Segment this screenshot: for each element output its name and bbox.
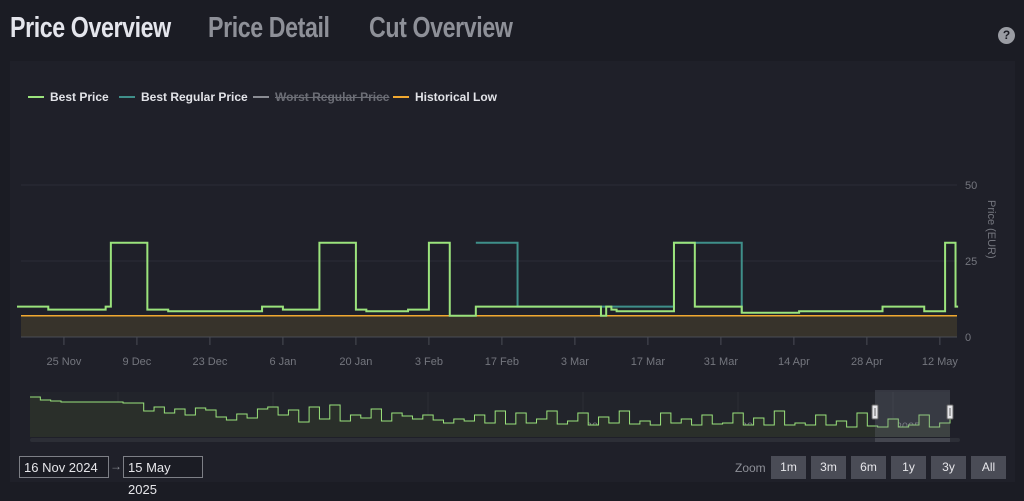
x-tick-label: 17 Feb	[485, 356, 519, 368]
range-start-input[interactable]: 16 Nov 2024	[19, 456, 109, 478]
x-tick-label: 28 Apr	[851, 356, 883, 368]
x-tick-label: 17 Mar	[631, 356, 666, 368]
zoom-label: Zoom	[735, 461, 766, 475]
navigator-scrollbar[interactable]	[30, 438, 960, 442]
zoom-1y-button[interactable]: 1y	[891, 456, 926, 479]
legend-swatch	[393, 96, 409, 98]
legend-swatch	[253, 96, 269, 98]
x-tick-label: 31 Mar	[704, 356, 739, 368]
legend-swatch	[28, 96, 44, 98]
zoom-6m-button[interactable]: 6m	[851, 456, 886, 479]
navigator-area	[30, 397, 950, 437]
y-tick-label: 0	[965, 332, 971, 344]
x-tick-label: 20 Jan	[339, 356, 372, 368]
legend-worst-regular-price[interactable]: Worst Regular Price	[253, 90, 389, 104]
x-tick-label: 12 May	[922, 356, 959, 368]
x-tick-label: 23 Dec	[192, 356, 227, 368]
tab-cut-overview[interactable]: Cut Overview	[369, 12, 513, 44]
help-icon[interactable]: ?	[998, 27, 1015, 44]
x-tick-label: 25 Nov	[46, 356, 81, 368]
tab-price-overview[interactable]: Price Overview	[10, 12, 171, 44]
y-axis-title: Price (EUR)	[985, 200, 997, 259]
range-end-input[interactable]: 15 May 2025	[123, 456, 203, 497]
x-tick-label: 3 Mar	[561, 356, 589, 368]
x-tick-label: 9 Dec	[123, 356, 152, 368]
range-arrow-icon: →	[110, 459, 122, 473]
legend-label: Historical Low	[415, 90, 498, 104]
legend-label: Worst Regular Price	[275, 90, 390, 104]
y-tick-label: 25	[965, 256, 977, 268]
x-tick-label: 14 Apr	[778, 356, 810, 368]
zoom-3m-button[interactable]: 3m	[811, 456, 846, 479]
x-tick-label: 6 Jan	[269, 356, 296, 368]
navigator-selection[interactable]	[875, 390, 950, 437]
x-tick-label: 3 Feb	[415, 356, 443, 368]
navigator-scrollbar-thumb[interactable]	[875, 438, 950, 442]
zoom-1m-button[interactable]: 1m	[771, 456, 806, 479]
y-tick-label: 50	[965, 180, 977, 192]
best-regular-price-line	[475, 241, 743, 313]
legend-label: Best Regular Price	[141, 90, 248, 104]
legend-best-regular-price[interactable]: Best Regular Price	[119, 90, 248, 104]
best-price-line	[17, 241, 959, 317]
legend-historical-low[interactable]: Historical Low	[393, 90, 497, 104]
legend-swatch	[119, 96, 135, 98]
tab-price-detail[interactable]: Price Detail	[208, 12, 330, 44]
navigator-line	[30, 396, 951, 428]
historical-low-area	[21, 315, 957, 337]
zoom-3y-button[interactable]: 3y	[931, 456, 966, 479]
zoom-all-button[interactable]: All	[971, 456, 1006, 479]
legend-best-price[interactable]: Best Price	[28, 90, 109, 104]
legend-label: Best Price	[50, 90, 109, 104]
